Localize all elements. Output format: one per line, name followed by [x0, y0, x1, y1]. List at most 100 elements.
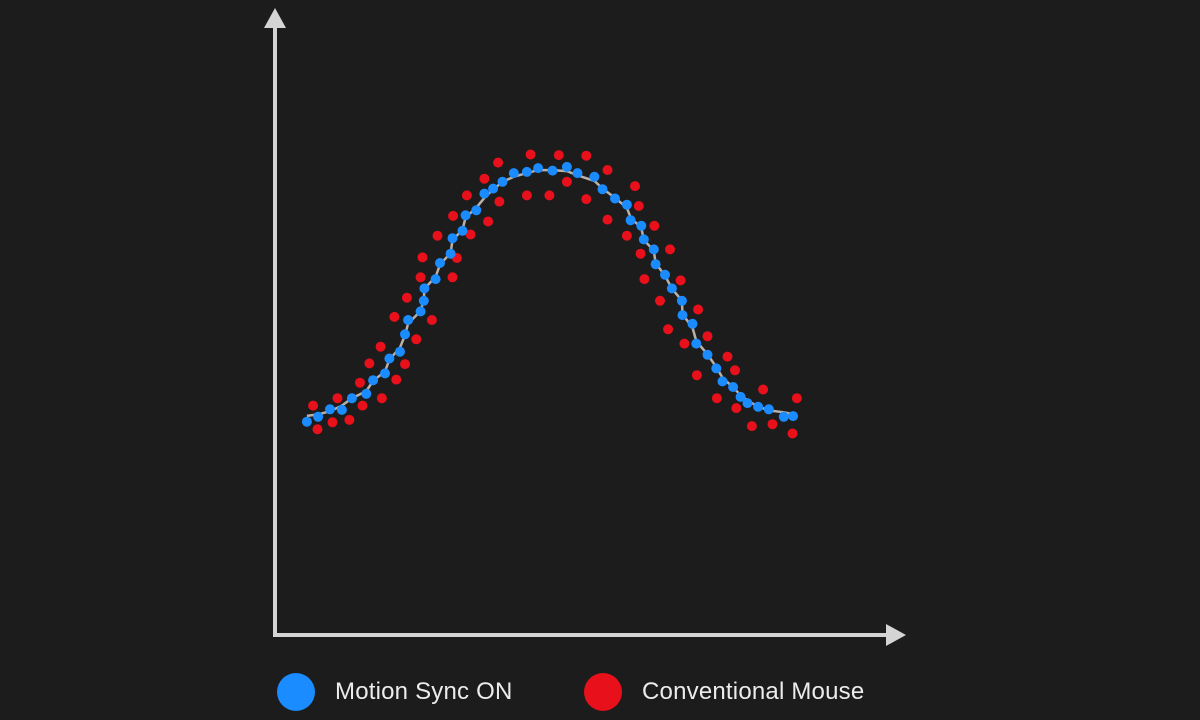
motion-sync-point: [368, 375, 379, 386]
legend-swatch-red: [584, 673, 622, 711]
motion-sync-point: [735, 391, 746, 402]
motion-sync-point: [380, 368, 390, 379]
motion-sync-point: [457, 225, 468, 236]
conventional-mouse-point: [702, 331, 713, 342]
motion-sync-point: [403, 315, 414, 325]
motion-sync-point: [533, 163, 544, 174]
conventional-mouse-point: [630, 181, 640, 192]
conventional-mouse-point: [679, 338, 690, 349]
conventional-mouse-point: [633, 201, 644, 211]
conventional-mouse-point: [730, 365, 740, 376]
motion-sync-point: [728, 382, 739, 392]
motion-sync-point: [418, 295, 429, 306]
legend-label: Conventional Mouse: [642, 678, 865, 705]
conventional-mouse-point: [663, 324, 674, 335]
conventional-mouse-point: [447, 272, 458, 283]
conventional-mouse-point: [391, 374, 402, 385]
motion-sync-point: [445, 248, 456, 259]
motion-sync-point: [621, 199, 632, 210]
conventional-mouse-point: [693, 304, 704, 315]
motion-sync-point: [313, 411, 324, 422]
motion-sync-point: [301, 416, 312, 427]
motion-sync-point: [648, 244, 659, 255]
motion-sync-point: [325, 404, 335, 415]
conventional-mouse-point: [483, 216, 494, 227]
motion-sync-point: [415, 306, 426, 317]
motion-sync-point: [702, 349, 713, 360]
motion-sync-point: [753, 401, 764, 412]
motion-sync-point: [547, 165, 558, 176]
conventional-mouse-point: [525, 149, 536, 160]
motion-sync-point: [610, 193, 620, 204]
motion-sync-point: [395, 346, 405, 357]
motion-sync-point: [625, 215, 636, 226]
conventional-mouse-point: [787, 428, 798, 439]
motion-sync-point: [479, 188, 490, 199]
motion-sync-point: [717, 376, 728, 387]
motion-sync-point: [430, 274, 441, 285]
motion-sync-point: [488, 183, 499, 194]
conventional-mouse-point: [465, 229, 476, 240]
conventional-mouse-point: [332, 393, 343, 404]
motion-sync-point: [763, 404, 774, 415]
motion-sync-point: [636, 220, 647, 231]
conventional-mouse-point: [635, 248, 646, 259]
conventional-mouse-point: [426, 315, 437, 325]
motion-sync-point: [676, 295, 687, 306]
motion-sync-point: [447, 233, 458, 244]
conventional-mouse-point: [675, 275, 686, 286]
conventional-mouse-point: [602, 214, 613, 225]
conventional-mouse-point: [639, 274, 650, 285]
y-axis: [264, 8, 286, 636]
conventional-mouse-point: [621, 230, 632, 241]
conventional-mouse-point: [521, 190, 532, 201]
conventional-mouse-point: [308, 400, 319, 411]
motion-sync-point: [384, 353, 395, 364]
conventional-mouse-point: [364, 358, 375, 369]
motion-sync-point: [572, 168, 583, 179]
legend-item-motion-sync: Motion Sync ON: [277, 672, 513, 712]
conventional-mouse-point: [448, 210, 459, 221]
conventional-mouse-point: [357, 400, 368, 411]
motion-sync-point: [666, 283, 677, 294]
conventional-mouse-point: [355, 377, 365, 388]
motion-sync-point: [687, 318, 698, 329]
x-axis: [273, 624, 906, 646]
conventional-mouse-point: [375, 341, 386, 352]
motion-sync-point: [419, 283, 430, 294]
motion-sync-point: [400, 329, 410, 340]
motion-sync-point: [471, 205, 482, 216]
legend-swatch-blue: [277, 673, 315, 711]
motion-sync-point: [778, 411, 789, 422]
motion-sync-point: [589, 171, 600, 182]
motion-sync-point: [650, 259, 661, 270]
conventional-mouse-point: [665, 244, 675, 255]
conventional-mouse-point: [344, 414, 355, 425]
conventional-mouse-point: [479, 173, 490, 184]
conventional-mouse-point: [415, 272, 426, 283]
conventional-mouse-point: [553, 150, 564, 161]
motion-sync-point: [561, 161, 572, 172]
conventional-mouse-point: [401, 292, 412, 303]
motion-sync-point: [435, 258, 445, 268]
conventional-mouse-point: [400, 359, 410, 370]
motion-sync-point: [508, 168, 519, 179]
conventional-mouse-point: [746, 421, 757, 432]
motion-sync-point: [691, 338, 702, 349]
conventional-mouse-point: [767, 419, 778, 430]
motion-sync-point: [521, 166, 532, 177]
conventional-mouse-point: [389, 311, 400, 322]
conventional-mouse-point: [602, 165, 613, 175]
conventional-mouse-point: [655, 295, 665, 306]
conventional-mouse-point: [581, 150, 592, 161]
motion-sync-point: [788, 411, 799, 422]
conventional-mouse-point: [494, 196, 505, 207]
conventional-mouse-point: [711, 393, 722, 404]
legend-label: Motion Sync ON: [335, 678, 513, 705]
conventional-mouse-point: [691, 370, 702, 381]
motion-sync-point: [460, 210, 471, 221]
motion-sync-point: [597, 184, 608, 195]
motion-sync-point: [361, 388, 372, 399]
